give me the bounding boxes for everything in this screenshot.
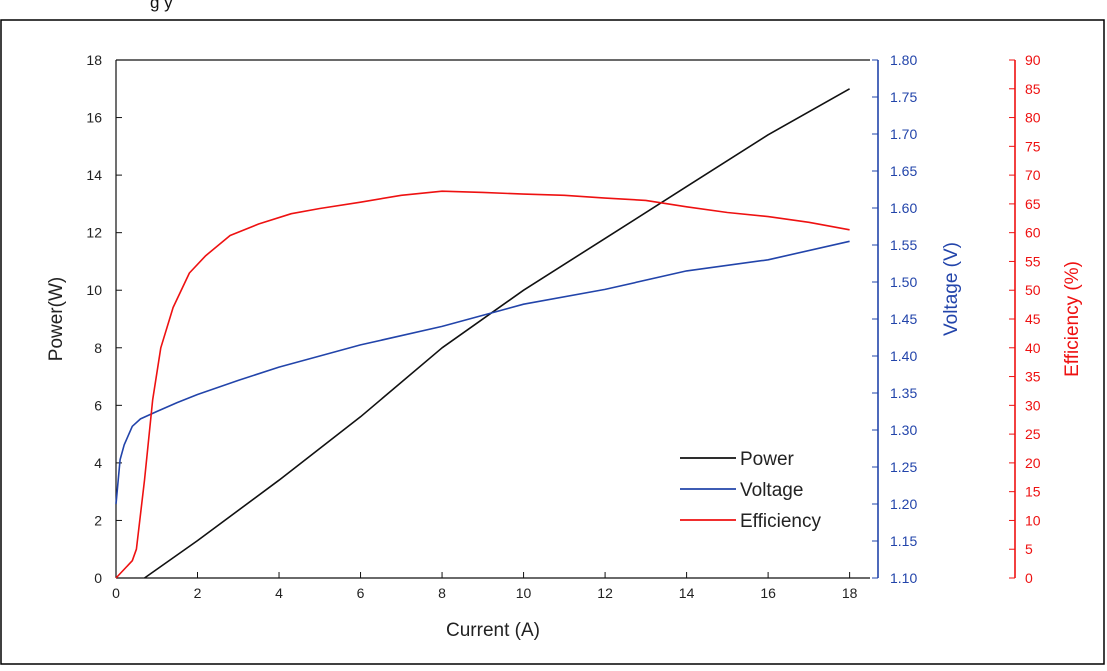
efficiency-tick-label: 50 [1025,282,1041,298]
efficiency-tick-label: 90 [1025,52,1041,68]
efficiency-tick-label: 10 [1025,512,1041,528]
efficiency-tick-label: 45 [1025,311,1041,327]
outer-border [0,19,1105,665]
series-line-power [144,88,850,579]
efficiency-tick-label: 60 [1025,225,1041,241]
voltage-tick-label: 1.55 [890,237,917,253]
efficiency-tick-label: 70 [1025,167,1041,183]
left-y-tick-label: 16 [86,110,102,126]
x-tick-label: 14 [679,585,695,601]
efficiency-tick-label: 20 [1025,455,1041,471]
voltage-tick-label: 1.15 [890,533,917,549]
voltage-tick-label: 1.45 [890,311,917,327]
voltage-tick-label: 1.35 [890,385,917,401]
x-tick-label: 2 [194,585,202,601]
x-tick-label: 10 [516,585,532,601]
left-y-tick-label: 2 [94,512,102,528]
left-y-tick-label: 8 [94,340,102,356]
efficiency-tick-label: 80 [1025,110,1041,126]
voltage-tick-label: 1.10 [890,570,917,586]
voltage-tick-label: 1.70 [890,126,917,142]
voltage-tick-label: 1.40 [890,348,917,364]
x-tick-label: 4 [275,585,283,601]
voltage-tick-label: 1.65 [890,163,917,179]
x-tick-label: 6 [357,585,365,601]
voltage-tick-label: 1.25 [890,459,917,475]
left-y-tick-label: 12 [86,225,102,241]
left-y-tick-label: 18 [86,52,102,68]
left-y-axis-label: Power(W) [46,277,67,361]
legend-label-voltage: Voltage [740,480,803,501]
x-tick-label: 8 [438,585,446,601]
efficiency-tick-label: 55 [1025,253,1041,269]
efficiency-tick-label: 85 [1025,81,1041,97]
efficiency-axis-label: Efficiency (%) [1062,261,1083,377]
voltage-axis-label: Voltage (V) [941,242,962,336]
efficiency-tick-label: 30 [1025,397,1041,413]
voltage-tick-label: 1.20 [890,496,917,512]
legend-label-power: Power [740,449,795,470]
x-axis-label: Current (A) [446,620,540,641]
series-group [115,88,850,579]
voltage-tick-label: 1.80 [890,52,917,68]
legend-label-efficiency: Efficiency [740,511,821,532]
efficiency-tick-label: 75 [1025,138,1041,154]
efficiency-tick-label: 35 [1025,369,1041,385]
legend: Power Voltage Efficiency [680,449,821,532]
efficiency-tick-label: 25 [1025,426,1041,442]
efficiency-tick-label: 0 [1025,570,1033,586]
efficiency-tick-label: 40 [1025,340,1041,356]
left-y-tick-label: 4 [94,455,102,471]
voltage-tick-label: 1.50 [890,274,917,290]
axes-group: 0 2 4 6 8 10 12 14 16 18 Current (A) 0 2 4 6 8 10 12 14 16 1… [46,52,1083,641]
efficiency-tick-label: 65 [1025,196,1041,212]
series-line-efficiency [115,190,850,579]
x-tick-label: 0 [112,585,120,601]
voltage-tick-label: 1.75 [890,89,917,105]
efficiency-tick-label: 15 [1025,484,1041,500]
left-y-tick-label: 10 [86,282,102,298]
x-tick-label: 16 [760,585,776,601]
left-y-tick-label: 14 [86,167,102,183]
x-tick-label: 18 [842,585,858,601]
voltage-tick-label: 1.60 [890,200,917,216]
left-y-tick-label: 0 [94,570,102,586]
series-line-voltage [115,240,850,505]
x-tick-label: 12 [597,585,613,601]
efficiency-tick-label: 5 [1025,541,1033,557]
left-y-tick-label: 6 [94,397,102,413]
voltage-tick-label: 1.30 [890,422,917,438]
header-text: g y [150,0,173,12]
